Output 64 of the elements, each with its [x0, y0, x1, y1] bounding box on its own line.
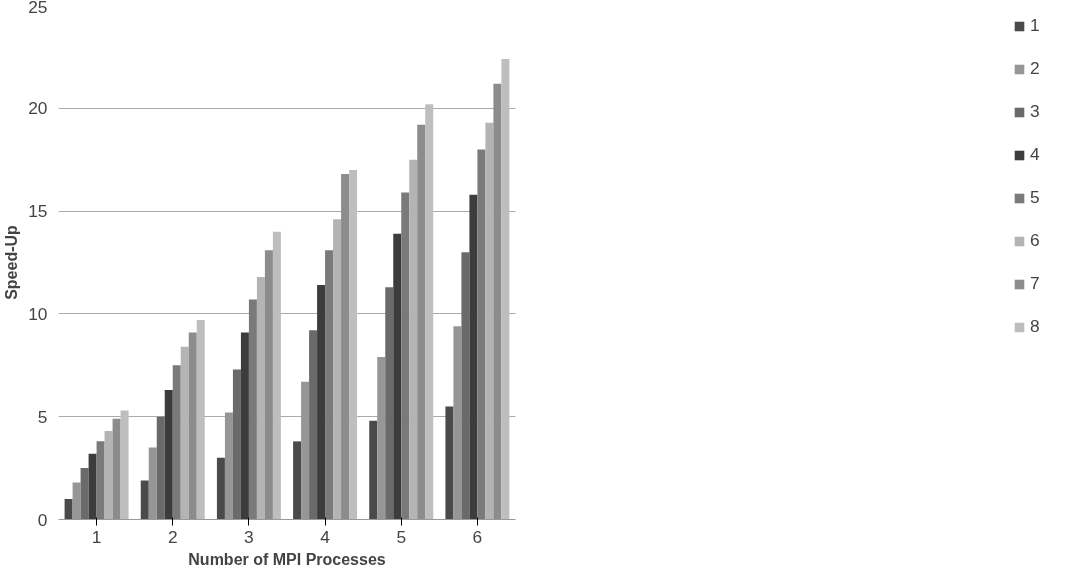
- bar: [409, 159, 418, 520]
- legend-label: 1: [1030, 15, 1041, 36]
- bar: [477, 149, 486, 520]
- legend-label: 2: [1030, 58, 1041, 79]
- y-tick-label: 25: [28, 0, 48, 17]
- bar: [248, 299, 257, 520]
- bar: [188, 332, 197, 520]
- bar: [80, 468, 89, 520]
- y-tick-label: 20: [28, 98, 48, 119]
- x-axis-title: Number of MPI Processes: [188, 550, 386, 568]
- bar: [88, 453, 97, 520]
- bar: [417, 124, 426, 520]
- legend-label: 5: [1030, 187, 1041, 208]
- bar: [393, 233, 402, 520]
- legend-label: 8: [1030, 316, 1041, 337]
- bar: [156, 416, 165, 520]
- bar: [64, 498, 73, 520]
- bar: [493, 83, 502, 520]
- legend-label: 6: [1030, 230, 1041, 251]
- bar: [293, 441, 302, 520]
- y-axis-title: Speed-Up: [3, 224, 21, 300]
- x-tick-label: 5: [396, 526, 407, 547]
- bar: [501, 58, 510, 520]
- bar: [172, 365, 181, 520]
- legend-label: 3: [1030, 101, 1041, 122]
- bar: [469, 194, 478, 520]
- bar: [485, 122, 494, 520]
- bar: [461, 252, 470, 520]
- bar: [325, 250, 334, 520]
- bar: [317, 285, 326, 520]
- bar: [104, 431, 113, 520]
- bar: [180, 346, 189, 520]
- bar: [341, 174, 350, 520]
- y-tick-label: 5: [37, 406, 48, 427]
- bar: [349, 169, 358, 520]
- bar: [140, 480, 149, 520]
- y-tick-label: 15: [28, 201, 48, 222]
- bar: [164, 389, 173, 520]
- bar: [401, 192, 410, 520]
- bar: [385, 287, 394, 520]
- bar: [112, 418, 121, 520]
- bar: [96, 441, 105, 520]
- y-tick-label: 0: [37, 509, 48, 530]
- x-tick-label: 1: [91, 526, 102, 547]
- bar: [232, 369, 241, 520]
- x-tick-label: 4: [320, 526, 331, 547]
- x-tick-label: 6: [472, 526, 483, 547]
- bar: [264, 250, 273, 520]
- bar: [272, 231, 281, 520]
- bar: [216, 457, 225, 520]
- bar: [445, 406, 454, 520]
- legend-label: 7: [1030, 273, 1041, 294]
- bar: [196, 320, 205, 520]
- bar: [256, 276, 265, 520]
- bar: [309, 330, 318, 520]
- bar: [333, 219, 342, 520]
- bar: [369, 420, 378, 520]
- x-tick-label: 2: [167, 526, 178, 547]
- legend-label: 4: [1030, 144, 1041, 165]
- bar: [425, 104, 434, 520]
- x-tick-label: 3: [244, 526, 254, 547]
- bar: [120, 410, 129, 520]
- bar: [240, 332, 249, 520]
- y-tick-label: 10: [28, 303, 48, 324]
